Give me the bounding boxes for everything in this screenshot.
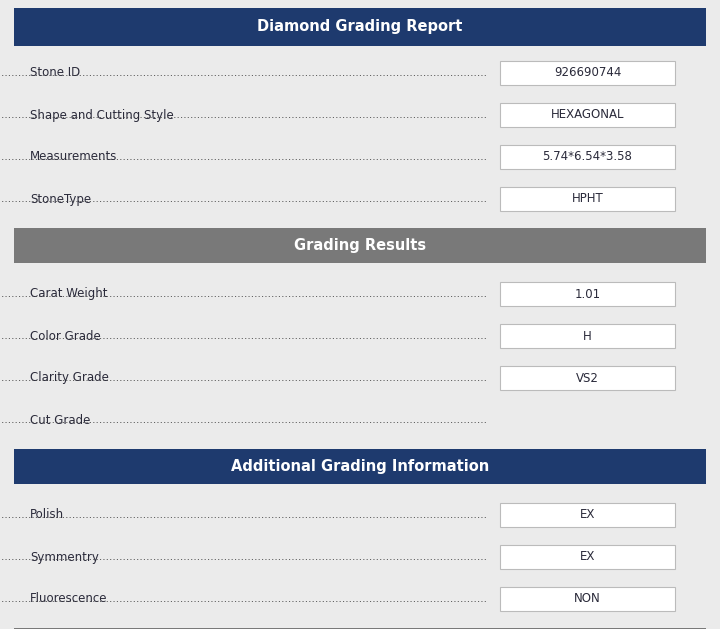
Text: Carat Weight: Carat Weight bbox=[30, 287, 107, 301]
Text: ................................................................................: ........................................… bbox=[0, 594, 488, 604]
Bar bbox=[14, 628, 706, 629]
Text: 1.01: 1.01 bbox=[575, 287, 600, 301]
Text: EX: EX bbox=[580, 508, 595, 521]
Text: Stone ID: Stone ID bbox=[30, 67, 80, 79]
Text: VS2: VS2 bbox=[576, 372, 599, 384]
Text: 926690744: 926690744 bbox=[554, 67, 621, 79]
Bar bbox=[14, 449, 706, 484]
Text: Clarity Grade: Clarity Grade bbox=[30, 372, 109, 384]
Text: NON: NON bbox=[574, 593, 601, 606]
Text: ................................................................................: ........................................… bbox=[0, 552, 488, 562]
Text: ................................................................................: ........................................… bbox=[0, 331, 488, 341]
Bar bbox=[500, 324, 675, 348]
Text: Cut Grade: Cut Grade bbox=[30, 413, 91, 426]
Text: HEXAGONAL: HEXAGONAL bbox=[551, 108, 624, 121]
Text: H: H bbox=[583, 330, 592, 343]
Text: Fluorescence: Fluorescence bbox=[30, 593, 107, 606]
Text: ................................................................................: ........................................… bbox=[0, 110, 488, 120]
Text: 5.74*6.54*3.58: 5.74*6.54*3.58 bbox=[543, 150, 632, 164]
Bar bbox=[500, 187, 675, 211]
Bar bbox=[14, 8, 706, 46]
Text: ................................................................................: ........................................… bbox=[0, 289, 488, 299]
Text: EX: EX bbox=[580, 550, 595, 564]
Bar bbox=[14, 228, 706, 263]
Text: Shape and Cutting Style: Shape and Cutting Style bbox=[30, 108, 174, 121]
Text: Polish: Polish bbox=[30, 508, 64, 521]
Text: Measurements: Measurements bbox=[30, 150, 117, 164]
Text: Grading Results: Grading Results bbox=[294, 238, 426, 253]
Text: ................................................................................: ........................................… bbox=[0, 415, 488, 425]
Text: StoneType: StoneType bbox=[30, 192, 91, 206]
Bar bbox=[500, 503, 675, 527]
Bar bbox=[500, 587, 675, 611]
Text: ................................................................................: ........................................… bbox=[0, 373, 488, 383]
Bar bbox=[500, 366, 675, 390]
Bar bbox=[500, 545, 675, 569]
Text: Additional Grading Information: Additional Grading Information bbox=[231, 459, 489, 474]
Text: Color Grade: Color Grade bbox=[30, 330, 101, 343]
Text: Diamond Grading Report: Diamond Grading Report bbox=[257, 19, 463, 35]
Bar bbox=[500, 145, 675, 169]
Bar bbox=[500, 282, 675, 306]
Bar bbox=[500, 103, 675, 127]
Text: ................................................................................: ........................................… bbox=[0, 68, 488, 78]
Text: ................................................................................: ........................................… bbox=[0, 152, 488, 162]
Text: ................................................................................: ........................................… bbox=[0, 510, 488, 520]
Text: HPHT: HPHT bbox=[572, 192, 603, 206]
Bar bbox=[500, 61, 675, 85]
Text: ................................................................................: ........................................… bbox=[0, 194, 488, 204]
Text: Symmentry: Symmentry bbox=[30, 550, 99, 564]
